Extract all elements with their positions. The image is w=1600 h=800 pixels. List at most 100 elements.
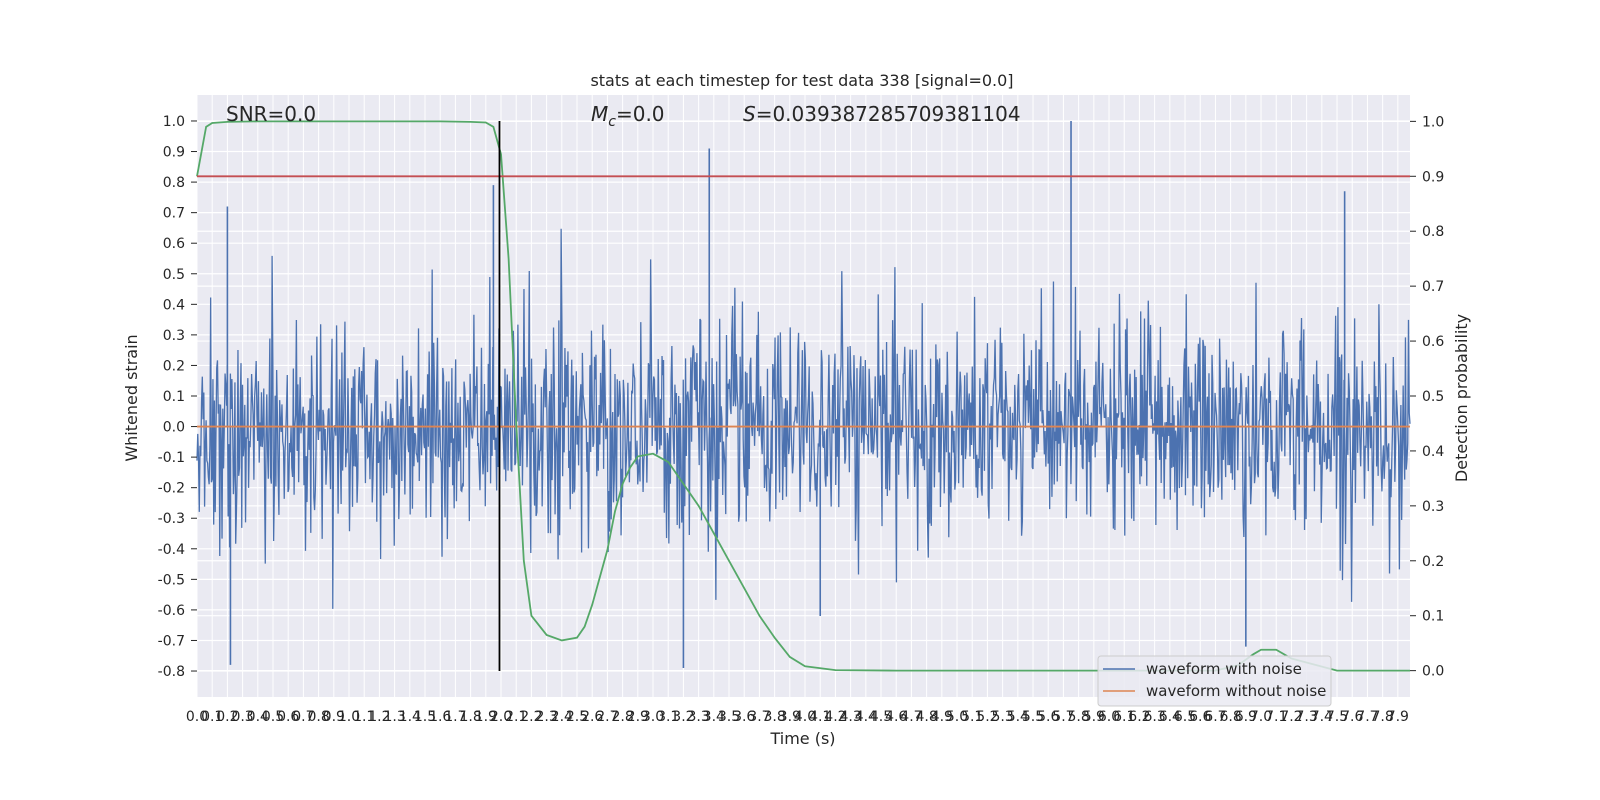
snr-annotation: SNR=0.0	[226, 102, 316, 126]
x-tick-label: 1.9	[475, 709, 497, 725]
y-tick-label-right: 0.6	[1422, 334, 1444, 350]
x-tick-label: 6.7	[1204, 709, 1226, 725]
y-tick-label-right: 0.9	[1422, 169, 1444, 185]
mc-value: =0.0	[616, 102, 665, 126]
x-tick-label: 4.4	[855, 709, 877, 725]
y-tick-label-right: 0.3	[1422, 499, 1444, 515]
legend: waveform with noise waveform without noi…	[1097, 655, 1332, 707]
x-tick-label: 6.1	[1113, 709, 1135, 725]
y-tick-label-right: 0.4	[1422, 444, 1444, 460]
x-tick-label: 5.3	[991, 709, 1013, 725]
x-tick-label: 2.1	[505, 709, 527, 725]
x-tick-label: 3.2	[672, 709, 694, 725]
x-tick-label: 0.0	[186, 709, 208, 725]
y-tick-label-left: -0.2	[158, 481, 185, 497]
x-tick-label: 1.8	[459, 709, 481, 725]
x-tick-label: 2.0	[490, 709, 512, 725]
mc-symbol: M	[591, 102, 608, 126]
x-tick-label: 6.8	[1220, 709, 1242, 725]
y-axis-label-right: Detection probability	[1452, 314, 1471, 482]
x-tick-label: 7.5	[1326, 709, 1348, 725]
x-tick-label: 6.4	[1159, 709, 1181, 725]
x-tick-label: 4.0	[794, 709, 816, 725]
y-tick-label-left: 0.1	[163, 389, 185, 405]
mc-subscript: c	[608, 114, 616, 130]
y-axis-label-left: Whitened strain	[122, 334, 141, 461]
x-tick-label: 0.8	[307, 709, 329, 725]
x-tick-label: 7.6	[1341, 709, 1363, 725]
y-tick-label-right: 1.0	[1422, 114, 1444, 130]
x-tick-label: 0.3	[231, 709, 253, 725]
x-tick-label: 7.7	[1356, 709, 1378, 725]
x-tick-label: 3.1	[657, 709, 679, 725]
y-tick-label-left: 0.0	[163, 420, 185, 436]
x-tick-label: 7.3	[1296, 709, 1318, 725]
legend-label-noise: waveform with noise	[1146, 660, 1302, 678]
x-tick-label: 1.3	[383, 709, 405, 725]
x-tick-label: 1.6	[429, 709, 451, 725]
y-tick-label-right: 0.1	[1422, 609, 1444, 625]
x-tick-label: 4.8	[915, 709, 937, 725]
x-tick-label: 3.3	[687, 709, 709, 725]
y-tick-label-right: 0.0	[1422, 664, 1444, 680]
x-tick-label: 5.8	[1067, 709, 1089, 725]
x-tick-label: 1.7	[444, 709, 466, 725]
x-tick-label: 6.3	[1143, 709, 1165, 725]
y-tick-label-left: 0.7	[163, 206, 185, 222]
x-tick-label: 2.8	[611, 709, 633, 725]
y-tick-label-left: 0.2	[163, 358, 185, 374]
x-tick-label: 4.2	[824, 709, 846, 725]
x-tick-label: 2.2	[520, 709, 542, 725]
x-tick-label: 2.3	[535, 709, 557, 725]
x-tick-label: 6.6	[1189, 709, 1211, 725]
x-tick-label: 2.7	[596, 709, 618, 725]
x-tick-label: 5.6	[1037, 709, 1059, 725]
x-tick-label: 6.2	[1128, 709, 1150, 725]
x-tick-label: 7.9	[1387, 709, 1409, 725]
x-tick-label: 4.1	[809, 709, 831, 725]
mc-annotation: Mc=0.0	[591, 102, 665, 130]
legend-box	[1097, 655, 1332, 707]
y-tick-label-left: 0.5	[163, 267, 185, 283]
x-tick-label: 7.2	[1280, 709, 1302, 725]
x-tick-label: 3.6	[733, 709, 755, 725]
x-tick-label: 2.5	[566, 709, 588, 725]
x-tick-label: 5.4	[1007, 709, 1029, 725]
x-tick-label: 3.5	[718, 709, 740, 725]
y-tick-label-left: 1.0	[163, 114, 185, 130]
chart-title: stats at each timestep for test data 338…	[590, 71, 1013, 90]
x-tick-label: 5.7	[1052, 709, 1074, 725]
x-tick-label: 5.1	[961, 709, 983, 725]
x-tick-label: 3.8	[763, 709, 785, 725]
x-tick-label: 7.8	[1372, 709, 1394, 725]
x-tick-label: 7.4	[1311, 709, 1333, 725]
x-tick-label: 6.0	[1098, 709, 1120, 725]
x-tick-label: 5.9	[1083, 709, 1105, 725]
x-tick-label: 4.9	[931, 709, 953, 725]
x-tick-label: 4.5	[870, 709, 892, 725]
x-tick-label: 3.0	[642, 709, 664, 725]
x-tick-label: 0.4	[247, 709, 269, 725]
x-tick-label: 1.5	[414, 709, 436, 725]
s-value: =0.039387285709381104	[756, 102, 1021, 126]
x-tick-label: 7.0	[1250, 709, 1272, 725]
s-annotation: S=0.039387285709381104	[743, 102, 1021, 126]
x-axis-label: Time (s)	[769, 729, 835, 748]
y-tick-label-left: -0.7	[158, 633, 185, 649]
y-tick-label-left: -0.5	[158, 572, 185, 588]
x-tick-label: 5.0	[946, 709, 968, 725]
y-tick-label-left: -0.1	[158, 450, 185, 466]
x-tick-label: 3.7	[748, 709, 770, 725]
x-tick-label: 4.7	[900, 709, 922, 725]
y-tick-label-left: 0.4	[163, 297, 185, 313]
x-tick-label: 0.9	[323, 709, 345, 725]
y-tick-label-left: -0.3	[158, 511, 185, 527]
x-tick-label: 1.2	[368, 709, 390, 725]
x-tick-label: 3.4	[703, 709, 725, 725]
y-tick-label-right: 0.2	[1422, 554, 1444, 570]
y-tick-label-left: 0.6	[163, 236, 185, 252]
series-line-waveform-with-noise	[196, 228, 1411, 609]
x-tick-label: 2.4	[551, 709, 573, 725]
y-tick-label-left: -0.6	[158, 603, 185, 619]
x-tick-label: 0.5	[262, 709, 284, 725]
